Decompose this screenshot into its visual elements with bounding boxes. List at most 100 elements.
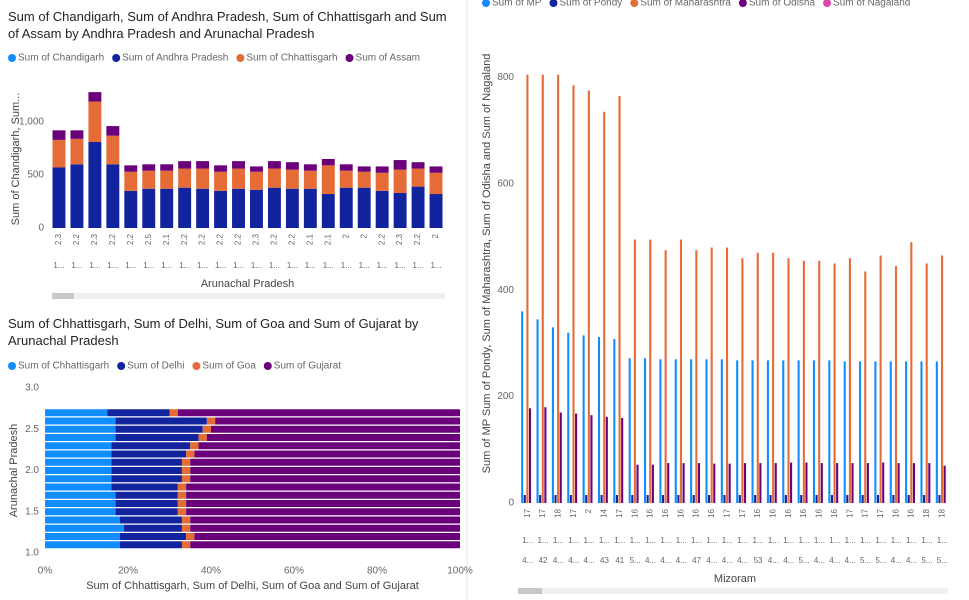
bar-segment <box>181 458 191 466</box>
bar-segment <box>196 161 210 169</box>
y-tick-label: 1,000 <box>19 116 44 127</box>
legend-label: Sum of Chandigarh <box>18 53 104 64</box>
x-tick-label: 17 <box>615 508 624 517</box>
x-tick-label: 17 <box>523 508 532 517</box>
legend-marker <box>630 0 639 7</box>
bar <box>674 359 677 503</box>
x-tick-label-level2: 1... <box>197 261 208 270</box>
bar <box>569 495 572 503</box>
bar-segment <box>124 171 138 191</box>
bar-segment <box>45 475 112 483</box>
x-tick-label: 17 <box>538 508 547 517</box>
bar <box>631 495 634 503</box>
bar-segment <box>429 166 443 173</box>
bar <box>833 263 836 503</box>
bar-segment <box>232 188 245 228</box>
x-tick-label-level2: 1... <box>359 261 370 270</box>
y-tick-label: 2.5 <box>25 424 39 435</box>
y-tick-label: 600 <box>497 178 514 189</box>
bar-segment <box>186 508 460 516</box>
bar-segment <box>250 166 263 172</box>
bar <box>720 359 723 503</box>
bar <box>613 339 616 503</box>
bar-segment <box>321 194 335 228</box>
x-axis-title: Arunachal Pradesh <box>201 278 295 290</box>
bar-segment <box>186 483 460 491</box>
bar-segment <box>190 516 460 524</box>
x-tick-label-level2: 1... <box>413 261 424 270</box>
bar <box>784 495 787 503</box>
bar <box>572 85 575 503</box>
bar-segment <box>45 524 124 532</box>
x-tick-label-level3: 5... <box>630 556 641 565</box>
bar-segment <box>375 190 389 228</box>
x-tick-label: 60% <box>284 566 304 577</box>
bar-segment <box>232 168 245 189</box>
x-tick-label-level3: 4... <box>568 556 579 565</box>
x-tick-label: 2.3 <box>252 233 261 245</box>
bar <box>697 463 701 503</box>
bar-segment <box>178 161 192 169</box>
scrollbar-thumb[interactable] <box>518 588 542 594</box>
bar-segment <box>232 161 245 169</box>
bar <box>628 358 631 503</box>
scrollbar-track <box>52 293 445 299</box>
x-tick-label-level2: 1... <box>395 261 406 270</box>
bar-segment <box>119 516 182 524</box>
x-tick-label: 2.2 <box>72 233 81 245</box>
bar-segment <box>190 541 460 549</box>
x-tick-label-level2: 1... <box>584 536 595 545</box>
x-tick-label-level2: 1... <box>71 261 82 270</box>
bar-segment <box>115 500 178 507</box>
x-tick-label: 16 <box>907 508 916 517</box>
bar <box>587 90 590 504</box>
bar <box>723 495 726 503</box>
x-tick-label-level2: 1... <box>568 536 579 545</box>
x-tick-label: 17 <box>845 508 854 517</box>
x-tick-label: 18 <box>937 508 946 517</box>
x-tick-label-level2: 1... <box>906 536 917 545</box>
x-tick-label-level3: 4... <box>706 556 717 565</box>
x-tick-label: 2.2 <box>198 233 207 245</box>
legend-label: Sum of Gujarat <box>274 361 341 372</box>
bar-segment <box>45 458 112 466</box>
bar <box>859 361 862 503</box>
bar <box>521 311 524 503</box>
bar-segment <box>45 508 116 516</box>
bar <box>705 359 708 503</box>
x-tick-label: 40% <box>201 566 221 577</box>
bar <box>861 495 864 503</box>
x-tick-label-level2: 1... <box>845 536 856 545</box>
bar-segment <box>181 541 191 549</box>
x-tick-label: 2.2 <box>234 233 243 245</box>
scrollbar-thumb[interactable] <box>52 293 74 299</box>
x-tick-label-level3: 4... <box>814 556 825 565</box>
bar-segment <box>211 425 460 433</box>
bar <box>585 495 588 503</box>
x-tick-label: 2.2 <box>180 233 189 245</box>
bar-segment <box>194 533 460 540</box>
bar-segment <box>111 483 178 491</box>
bar-segment <box>52 130 66 140</box>
bar-segment <box>177 483 187 491</box>
legend-marker <box>823 0 832 7</box>
bar <box>815 495 818 503</box>
bar <box>864 271 867 503</box>
bar-segment <box>411 162 425 169</box>
bar <box>892 495 895 503</box>
bar <box>912 463 916 503</box>
bar-segment <box>190 442 199 450</box>
x-tick-label: 2.2 <box>413 233 422 245</box>
bar-segment <box>206 434 460 441</box>
bar <box>920 361 923 503</box>
legend-marker <box>8 362 16 370</box>
bar <box>889 361 892 503</box>
bar <box>820 463 823 503</box>
x-tick-label-level2: 1... <box>814 536 825 545</box>
x-tick-label-level3: 4... <box>722 556 733 565</box>
bar <box>787 258 790 503</box>
x-tick-label-level2: 1... <box>305 261 316 270</box>
bar-segment <box>115 434 199 441</box>
x-tick-label-level2: 1... <box>691 536 702 545</box>
y-tick-label: 1.5 <box>25 506 39 517</box>
